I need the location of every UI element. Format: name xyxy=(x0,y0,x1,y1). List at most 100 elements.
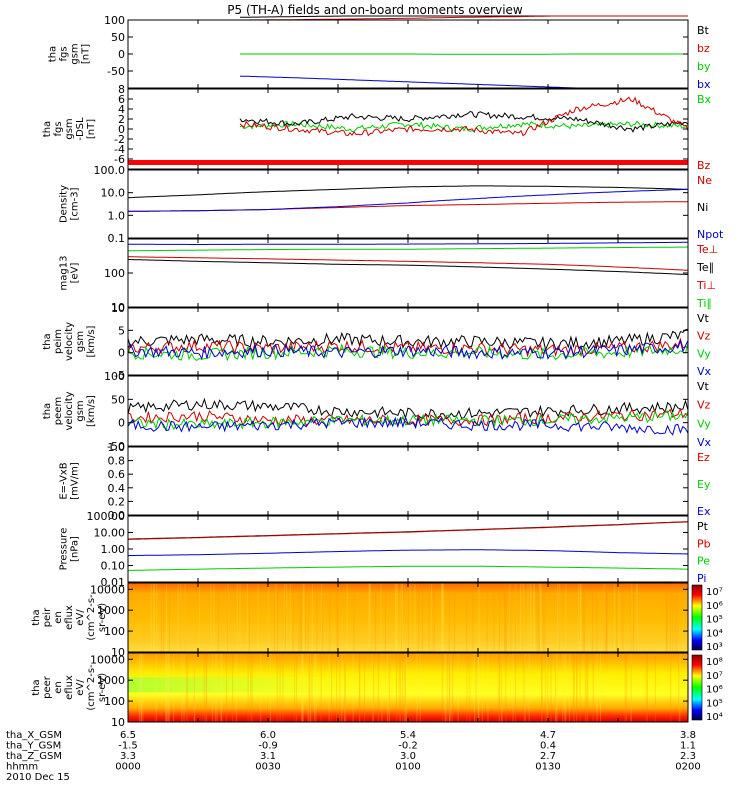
density-legend-Npot: Npot xyxy=(697,228,724,241)
peir-ytick-label: 1000 xyxy=(97,604,125,617)
peem_vel-frame xyxy=(127,375,689,447)
fgs_dsl-ylabel: -DSL xyxy=(75,117,86,141)
peer-ylabel: (cm^2-s- xyxy=(86,664,97,711)
pressure-ytick-label: 100.00 xyxy=(87,510,126,523)
peir-ylabel: sr-eV) xyxy=(97,603,108,632)
xaxis-row-value: -0.9 xyxy=(258,741,278,752)
density-ytick-label: 100.0 xyxy=(94,164,126,177)
xaxis-row-value: 6.5 xyxy=(120,730,136,741)
panel-efield: 1.00.80.60.40.20.0 E=-VxB [mV/m] Ez Ey Ex xyxy=(59,441,711,522)
panel-temp: 100 10 mag13 [eV] Te⊥ Te∥ Ti⊥ Ti∥ xyxy=(59,238,718,314)
xaxis-row-value: 0130 xyxy=(535,762,560,773)
peer-colorbar xyxy=(691,654,703,721)
xaxis-row-value: 6.0 xyxy=(260,730,276,741)
fgs-legend-by: by xyxy=(697,60,711,73)
xaxis-row-label: tha_Z_GSM xyxy=(6,751,62,762)
peir-colorbar-tick: 10⁷ xyxy=(706,587,723,598)
temp-legend-Ti⊥: Ti⊥ xyxy=(696,279,716,292)
fgs_dsl-ylabel: gsm xyxy=(64,118,75,139)
peim_vel-series-2 xyxy=(127,342,689,362)
peir-ylabel: eV/ xyxy=(75,609,86,626)
fgs_dsl-ytick-label: -6 xyxy=(114,153,125,166)
density-ylabel: [cm-3] xyxy=(70,187,81,220)
density-ylabel: Density xyxy=(59,185,70,223)
peer-colorbar-tick: 10⁴ xyxy=(706,712,723,723)
peem_vel-series-0 xyxy=(127,397,689,420)
peir-ylabel: peir xyxy=(42,607,53,627)
peir-ytick-label: 10 xyxy=(111,646,125,659)
panel-fgs: 100 50 0 -50 tha fgs gsm [nT] Bt bz by bx xyxy=(48,14,711,91)
xaxis-row-label: hhmm xyxy=(6,762,38,773)
efield-ytick-label: 0.0 xyxy=(108,509,126,522)
peim_vel-legend-Vt: Vt xyxy=(697,312,710,325)
fgs-ytick-label: 50 xyxy=(111,31,125,44)
efield-ytick-label: 1.0 xyxy=(108,441,126,454)
peem_vel-ylabel: peem xyxy=(53,397,64,425)
peim_vel-ytick-label: 10 xyxy=(111,302,125,315)
efield-ytick-label: 0.2 xyxy=(108,495,126,508)
panel-peim_vel: 10 5 0 -5 tha peim velocity gsm [km/s] Vt Vz Vy Vx xyxy=(42,302,712,382)
peir-ylabel: (cm^2-s- xyxy=(86,594,97,641)
pressure-series-2 xyxy=(127,549,689,557)
fgs_dsl-ytick-label: 2 xyxy=(118,113,125,126)
temp-legend-Ti∥: Ti∥ xyxy=(696,297,712,310)
xaxis-row-value: 3.1 xyxy=(260,751,276,762)
density-series-2 xyxy=(128,188,688,212)
xaxis-row-value: 3.3 xyxy=(120,751,136,762)
pressure-ytick-label: 0.10 xyxy=(101,560,126,573)
efield-ytick-label: 0.4 xyxy=(108,482,126,495)
fgs_dsl-ytick-label: 6 xyxy=(118,93,125,106)
pressure-ylabel: [nPa] xyxy=(70,536,81,562)
efield-legend-Ex: Ex xyxy=(697,505,711,518)
peim_vel-ytick-label: 5 xyxy=(118,324,125,337)
xaxis-date: 2010 Dec 15 xyxy=(6,772,70,783)
density-legend-Ne: Ne xyxy=(697,174,712,187)
pressure-frame xyxy=(127,515,689,583)
peem_vel-legend-Vx: Vx xyxy=(697,436,712,449)
figure-title: P5 (TH-A) fields and on-board moments ov… xyxy=(227,3,523,17)
pressure-ytick-label: 0.01 xyxy=(101,576,126,589)
efield-legend-Ez: Ez xyxy=(697,451,710,464)
xaxis-row-value: 4.7 xyxy=(540,730,556,741)
efield-legend-Ey: Ey xyxy=(697,478,711,491)
temp-ylabel: [eV] xyxy=(70,263,81,284)
peim_vel-series-0 xyxy=(127,328,689,352)
xaxis-row-label: tha_Y_GSM xyxy=(6,741,61,752)
xaxis-row-value: 0100 xyxy=(395,762,420,773)
peim_vel-ytick-label: 0 xyxy=(118,347,125,360)
fgs-ylabel: gsm xyxy=(70,43,81,64)
temp-series-3 xyxy=(128,259,689,276)
xaxis-row-value: 2.7 xyxy=(540,751,556,762)
efield-frame xyxy=(127,446,689,516)
peem_vel-legend-Vy: Vy xyxy=(697,417,711,430)
peim_vel-legend-Vy: Vy xyxy=(697,347,711,360)
xaxis-row-value: 3.0 xyxy=(400,751,416,762)
fgs_dsl-ytick-label: -2 xyxy=(114,133,125,146)
x-axis-labels: tha_X_GSM 6.5 6.0 5.4 4.7 3.8 tha_Y_GSM -1.5 -0.… xyxy=(6,730,701,783)
fgs-dsl-red-bar xyxy=(128,160,688,165)
peer-ylabel: eflux xyxy=(64,675,75,700)
peim_vel-legend-Vz: Vz xyxy=(697,330,711,343)
peem_vel-legend-Vz: Vz xyxy=(697,399,711,412)
pressure-ytick-label: 1.00 xyxy=(101,543,126,556)
panel-pressure: 100.00 10.00 1.00 0.10 0.01 Pressure [nPa] Pt Pb… xyxy=(59,510,711,589)
peir-colorbar-tick: 10⁶ xyxy=(706,601,723,612)
efield-ytick-label: 0.8 xyxy=(108,455,126,468)
peir-colorbar-tick: 10⁵ xyxy=(706,615,723,626)
peer-ytick-label: 10000 xyxy=(90,653,125,666)
fgs_dsl-ytick-label: 8 xyxy=(118,83,125,96)
peer-colorbar-tick: 10⁸ xyxy=(706,657,723,668)
xaxis-row-value: 0030 xyxy=(255,762,280,773)
peim_vel-ylabel: velocity xyxy=(64,322,75,361)
peir-spectrogram xyxy=(128,583,688,652)
peer-colorbar-tick: 10⁷ xyxy=(706,671,723,682)
fgs_dsl-series-0 xyxy=(239,120,689,132)
fgs_dsl-ytick-label: 0 xyxy=(118,123,125,136)
density-series-0 xyxy=(127,185,689,199)
peir-ylabel: eflux xyxy=(64,605,75,630)
xaxis-row-value: -0.2 xyxy=(398,741,418,752)
xaxis-row-value: 2.3 xyxy=(680,751,696,762)
xaxis-row-value: 0200 xyxy=(675,762,700,773)
